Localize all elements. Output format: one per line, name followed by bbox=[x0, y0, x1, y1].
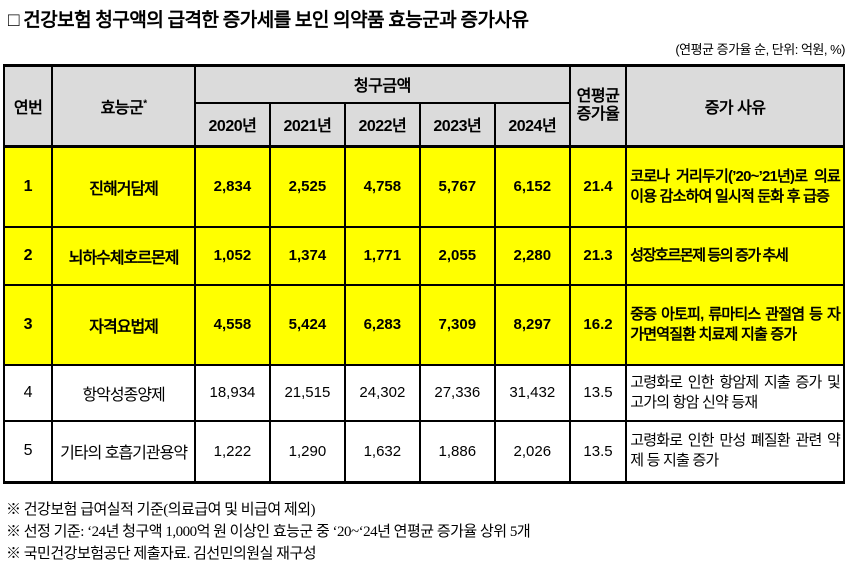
header-reason: 증가 사유 bbox=[625, 64, 845, 148]
row-value-2022: 24,302 bbox=[343, 363, 421, 422]
row-value-2024: 8,297 bbox=[493, 283, 571, 366]
row-value-2023: 1,886 bbox=[418, 419, 496, 484]
row-no: 5 bbox=[2, 419, 54, 484]
row-reason: 중증 아토피, 류마티스 관절염 등 자가면역질환 치료제 지출 증가 bbox=[625, 283, 845, 366]
row-group: 기타의 호흡기관용약 bbox=[51, 419, 196, 484]
row-value-2020: 4,558 bbox=[193, 283, 271, 366]
header-group-label: 효능군 bbox=[100, 100, 144, 117]
row-group: 자격요법제 bbox=[51, 283, 196, 366]
row-reason: 고령화로 인한 만성 폐질환 관련 약제 등 지출 증가 bbox=[625, 419, 845, 484]
row-value-2023: 7,309 bbox=[418, 283, 496, 366]
header-claims: 청구금액 bbox=[193, 64, 571, 104]
row-value-2023: 2,055 bbox=[418, 225, 496, 286]
table-row: 2 뇌하수체호르몬제 1,052 1,374 1,771 2,055 2,280… bbox=[2, 225, 845, 286]
table-row: 5 기타의 호흡기관용약 1,222 1,290 1,632 1,886 2,0… bbox=[2, 419, 845, 484]
row-value-2024: 2,280 bbox=[493, 225, 571, 286]
claims-table: 연번 효능군* 청구금액 연평균 증가율 증가 사유 2020년 2021년 2… bbox=[2, 64, 845, 484]
row-reason: 고령화로 인한 항암제 지출 증가 및 고가의 항암 신약 등재 bbox=[625, 363, 845, 422]
row-value-2022: 6,283 bbox=[343, 283, 421, 366]
row-cagr: 16.2 bbox=[568, 283, 628, 366]
row-value-2024: 31,432 bbox=[493, 363, 571, 422]
table-row: 1 진해거담제 2,834 2,525 4,758 5,767 6,152 21… bbox=[2, 145, 845, 228]
footnote-3: ※ 국민건강보험공단 제출자료. 김선민의원실 재구성 bbox=[6, 545, 317, 562]
header-group: 효능군* bbox=[51, 64, 196, 148]
header-year-2024: 2024년 bbox=[493, 101, 571, 148]
row-value-2020: 1,052 bbox=[193, 225, 271, 286]
row-no: 2 bbox=[2, 225, 54, 286]
row-cagr: 13.5 bbox=[568, 363, 628, 422]
row-no: 3 bbox=[2, 283, 54, 366]
row-value-2022: 1,771 bbox=[343, 225, 421, 286]
row-value-2021: 1,290 bbox=[268, 419, 346, 484]
header-cagr-line1: 연평균 bbox=[576, 87, 620, 105]
footnote-1: ※ 건강보험 급여실적 기준(의료급여 및 비급여 제외) bbox=[6, 502, 316, 518]
table-row: 3 자격요법제 4,558 5,424 6,283 7,309 8,297 16… bbox=[2, 283, 845, 366]
page-title: □ 건강보험 청구액의 급격한 증가세를 보인 의약품 효능군과 증가사유 bbox=[8, 10, 529, 31]
row-value-2020: 1,222 bbox=[193, 419, 271, 484]
header-year-2023: 2023년 bbox=[418, 101, 496, 148]
header-cagr-line2: 증가율 bbox=[576, 106, 620, 123]
footnote-2: ※ 선정 기준: ‘24년 청구액 1,000억 원 이상인 효능군 중 ‘20… bbox=[6, 523, 531, 540]
header-cagr: 연평균 증가율 bbox=[568, 64, 628, 148]
row-value-2024: 6,152 bbox=[493, 145, 571, 228]
row-group: 항악성종양제 bbox=[51, 363, 196, 422]
row-value-2021: 5,424 bbox=[268, 283, 346, 366]
header-year-2022: 2022년 bbox=[343, 101, 421, 148]
row-reason: 코로나 거리두기(’20~’21년)로 의료 이용 감소하여 일시적 둔화 후 … bbox=[625, 145, 845, 228]
header-year-2021: 2021년 bbox=[268, 101, 346, 148]
row-cagr: 21.3 bbox=[568, 225, 628, 286]
row-value-2020: 18,934 bbox=[193, 363, 271, 422]
footnotes: ※ 건강보험 급여실적 기준(의료급여 및 비급여 제외) ※ 선정 기준: ‘… bbox=[6, 500, 531, 565]
row-cagr: 21.4 bbox=[568, 145, 628, 228]
row-no: 4 bbox=[2, 363, 54, 422]
header-year-2020: 2020년 bbox=[193, 101, 271, 148]
row-reason: 성장호르몬제 등의 증가 추세 bbox=[625, 225, 845, 286]
row-group: 진해거담제 bbox=[51, 145, 196, 228]
table-row: 4 항악성종양제 18,934 21,515 24,302 27,336 31,… bbox=[2, 363, 845, 422]
row-value-2023: 5,767 bbox=[418, 145, 496, 228]
unit-note: (연평균 증가율 순, 단위: 억원, %) bbox=[675, 42, 845, 57]
row-value-2023: 27,336 bbox=[418, 363, 496, 422]
row-value-2024: 2,026 bbox=[493, 419, 571, 484]
row-value-2021: 21,515 bbox=[268, 363, 346, 422]
row-value-2022: 4,758 bbox=[343, 145, 421, 228]
row-value-2022: 1,632 bbox=[343, 419, 421, 484]
row-value-2020: 2,834 bbox=[193, 145, 271, 228]
row-value-2021: 2,525 bbox=[268, 145, 346, 228]
row-group: 뇌하수체호르몬제 bbox=[51, 225, 196, 286]
row-value-2021: 1,374 bbox=[268, 225, 346, 286]
row-cagr: 13.5 bbox=[568, 419, 628, 484]
header-no: 연번 bbox=[2, 64, 54, 148]
row-no: 1 bbox=[2, 145, 54, 228]
header-group-asterisk: * bbox=[143, 98, 147, 110]
